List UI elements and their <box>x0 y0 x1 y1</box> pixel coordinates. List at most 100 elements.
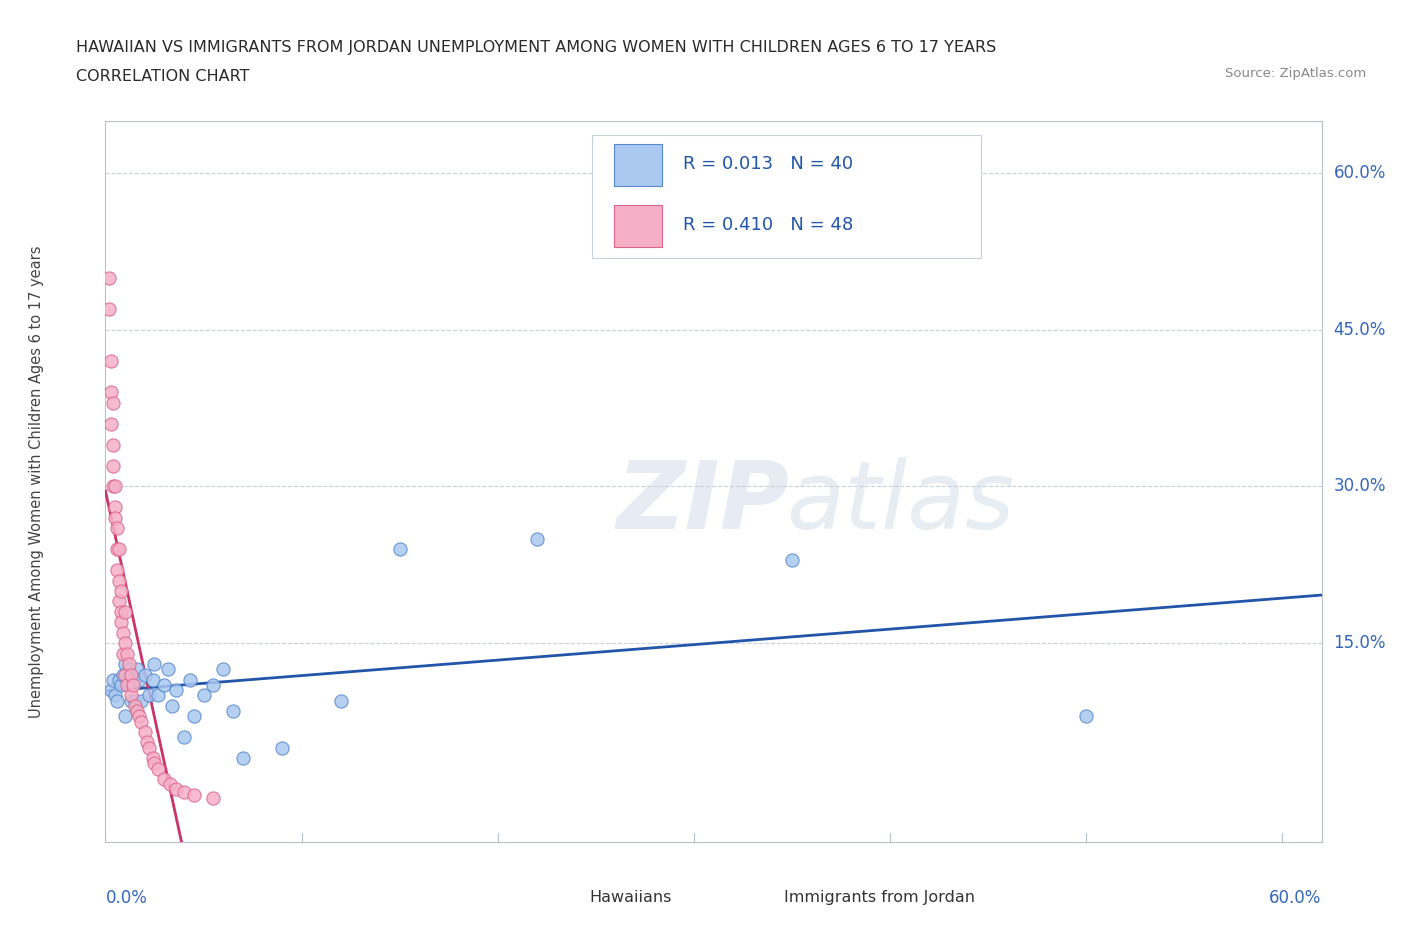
Point <box>202 678 225 693</box>
Text: Immigrants from Jordan: Immigrants from Jordan <box>785 890 976 905</box>
Point <box>134 667 156 682</box>
FancyBboxPatch shape <box>614 144 662 186</box>
Point <box>271 740 294 755</box>
Point <box>780 552 803 567</box>
Point <box>110 604 132 619</box>
Text: Source: ZipAtlas.com: Source: ZipAtlas.com <box>1226 67 1367 80</box>
Point <box>134 724 156 739</box>
Point <box>104 500 127 515</box>
Point <box>115 678 138 693</box>
Point <box>103 479 125 494</box>
Point <box>100 353 122 368</box>
Text: ZIP: ZIP <box>616 457 789 549</box>
Point <box>153 772 176 787</box>
Point <box>118 657 141 671</box>
Point <box>122 678 145 693</box>
Point <box>114 636 136 651</box>
Point <box>115 672 138 687</box>
Point <box>110 615 132 630</box>
Point <box>105 521 128 536</box>
FancyBboxPatch shape <box>614 206 662 247</box>
Point <box>138 688 160 703</box>
Point <box>125 704 148 719</box>
Point <box>108 542 131 557</box>
FancyBboxPatch shape <box>543 885 578 910</box>
Point <box>329 693 352 708</box>
Point <box>104 688 127 703</box>
Text: 60.0%: 60.0% <box>1270 889 1322 907</box>
Point <box>98 301 121 316</box>
Point <box>135 735 157 750</box>
Point <box>202 790 225 805</box>
Point <box>124 693 146 708</box>
Text: 0.0%: 0.0% <box>105 889 148 907</box>
Point <box>104 479 127 494</box>
Point <box>114 657 136 671</box>
Point <box>212 662 235 677</box>
Point <box>179 672 201 687</box>
Text: 45.0%: 45.0% <box>1333 321 1386 339</box>
Point <box>143 756 166 771</box>
Point <box>129 693 152 708</box>
Text: R = 0.410   N = 48: R = 0.410 N = 48 <box>683 217 853 234</box>
Point <box>159 777 181 791</box>
Point <box>114 604 136 619</box>
Point <box>1076 709 1098 724</box>
Point <box>120 667 142 682</box>
Point <box>143 657 166 671</box>
Point <box>232 751 254 765</box>
Point <box>120 693 142 708</box>
Point <box>141 751 163 765</box>
Point <box>165 782 187 797</box>
Point <box>125 662 148 677</box>
Point <box>114 667 136 682</box>
Point <box>148 761 170 776</box>
Point <box>114 709 136 724</box>
FancyBboxPatch shape <box>738 885 772 910</box>
Point <box>100 683 122 698</box>
Point <box>112 625 135 640</box>
Text: 30.0%: 30.0% <box>1333 477 1386 496</box>
Point <box>100 417 122 432</box>
Point <box>138 740 160 755</box>
Point <box>105 542 128 557</box>
Point <box>105 563 128 578</box>
Point <box>173 730 195 745</box>
Point <box>103 672 125 687</box>
Point <box>112 646 135 661</box>
Point <box>160 698 183 713</box>
Point <box>103 437 125 452</box>
Text: HAWAIIAN VS IMMIGRANTS FROM JORDAN UNEMPLOYMENT AMONG WOMEN WITH CHILDREN AGES 6: HAWAIIAN VS IMMIGRANTS FROM JORDAN UNEMP… <box>76 40 997 55</box>
Point <box>103 458 125 473</box>
Point <box>108 573 131 588</box>
Point <box>222 704 245 719</box>
Point <box>112 667 135 682</box>
Point <box>173 784 195 799</box>
Point <box>108 672 131 687</box>
Point <box>128 709 150 724</box>
Point <box>183 709 205 724</box>
Point <box>110 583 132 598</box>
Point <box>124 698 146 713</box>
Point <box>103 395 125 410</box>
Point <box>388 542 411 557</box>
Point <box>157 662 180 677</box>
Point <box>104 511 127 525</box>
Point <box>193 688 215 703</box>
Text: R = 0.013   N = 40: R = 0.013 N = 40 <box>683 155 853 173</box>
Text: Unemployment Among Women with Children Ages 6 to 17 years: Unemployment Among Women with Children A… <box>28 245 44 718</box>
Point <box>183 787 205 802</box>
Point <box>122 672 145 687</box>
Point <box>120 688 142 703</box>
Point <box>141 672 163 687</box>
Point <box>148 688 170 703</box>
Point <box>108 594 131 609</box>
Text: 15.0%: 15.0% <box>1333 634 1386 652</box>
Text: CORRELATION CHART: CORRELATION CHART <box>76 69 249 84</box>
Text: Hawaiians: Hawaiians <box>589 890 672 905</box>
Point <box>105 693 128 708</box>
Point <box>118 662 141 677</box>
Point <box>526 531 548 546</box>
Point <box>98 270 121 285</box>
FancyBboxPatch shape <box>592 135 981 258</box>
